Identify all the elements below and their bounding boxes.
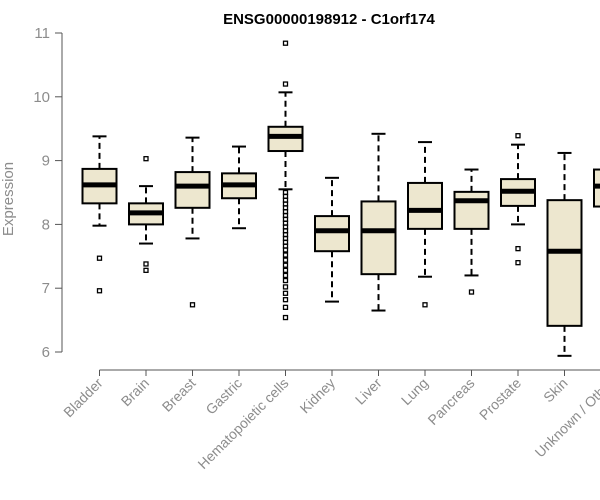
- x-tick-label: Gastric: [202, 375, 245, 418]
- y-tick-label: 8: [42, 216, 50, 233]
- y-tick-label: 6: [42, 344, 50, 361]
- box-kidney: [314, 176, 350, 303]
- outlier-point: [282, 257, 289, 263]
- outlier-point: [282, 277, 289, 284]
- x-tick-label: Lung: [398, 375, 431, 408]
- x-tick-label: Bladder: [60, 375, 106, 421]
- outlier-point: [282, 314, 289, 321]
- box-gastric: [221, 145, 257, 230]
- box-breast: [174, 136, 211, 308]
- outlier-point: [96, 255, 103, 261]
- box-liver: [360, 132, 397, 312]
- outlier-point: [515, 133, 521, 139]
- outlier-point: [422, 302, 428, 308]
- box-lung: [407, 141, 443, 308]
- outlier-point: [143, 267, 149, 273]
- box-bladder: [81, 135, 118, 294]
- x-tick-label: Skin: [540, 375, 571, 406]
- x-tick-label: Breast: [159, 375, 199, 415]
- box-pancreas: [453, 168, 490, 295]
- outlier-point: [282, 252, 289, 258]
- outlier-point: [282, 290, 289, 296]
- y-axis: 6 7 8 9 10 11: [33, 25, 63, 361]
- y-tick-label: 7: [42, 280, 50, 297]
- chart-title: ENSG00000198912 - C1orf174: [223, 11, 435, 28]
- x-tick-label: Liver: [352, 375, 385, 408]
- y-tick-label: 10: [33, 89, 50, 106]
- outlier-point: [282, 267, 289, 273]
- outlier-point: [143, 261, 149, 267]
- iqr-box: [360, 200, 397, 276]
- outlier-point: [282, 284, 289, 290]
- x-tick-label: Prostate: [476, 375, 524, 423]
- outlier-point: [282, 297, 289, 303]
- x-tick-label: Hematopoietic cells: [194, 375, 291, 472]
- iqr-box: [546, 199, 583, 327]
- outlier-point: [282, 262, 289, 268]
- box-brain: [128, 156, 164, 273]
- y-tick-label: 11: [34, 25, 50, 42]
- outlier-point: [282, 304, 289, 310]
- outlier-point: [96, 288, 103, 294]
- box-skin: [546, 151, 583, 357]
- iqr-box: [314, 215, 350, 253]
- outlier-point: [143, 156, 149, 162]
- iqr-box: [267, 125, 304, 153]
- iqr-box: [407, 181, 443, 230]
- x-tick-label: Kidney: [297, 375, 339, 417]
- outlier-point: [282, 81, 289, 87]
- outlier-point: [515, 260, 521, 266]
- y-tick-label: 9: [42, 153, 50, 170]
- box-unknown-other: [593, 168, 600, 208]
- outlier-point: [282, 272, 289, 279]
- outlier-point: [468, 289, 475, 295]
- outlier-point: [515, 245, 521, 252]
- box-hematopoietic-cells: [267, 40, 304, 321]
- x-tick-label: Brain: [118, 375, 152, 409]
- outlier-point: [189, 302, 196, 308]
- outlier-point: [282, 247, 289, 253]
- x-tick-label: Pancreas: [424, 375, 477, 428]
- box-prostate: [500, 133, 536, 266]
- iqr-box: [174, 171, 211, 209]
- y-axis-label: Expression: [0, 162, 17, 236]
- box-series: [81, 40, 600, 357]
- outlier-point: [282, 40, 289, 46]
- iqr-box: [453, 190, 490, 230]
